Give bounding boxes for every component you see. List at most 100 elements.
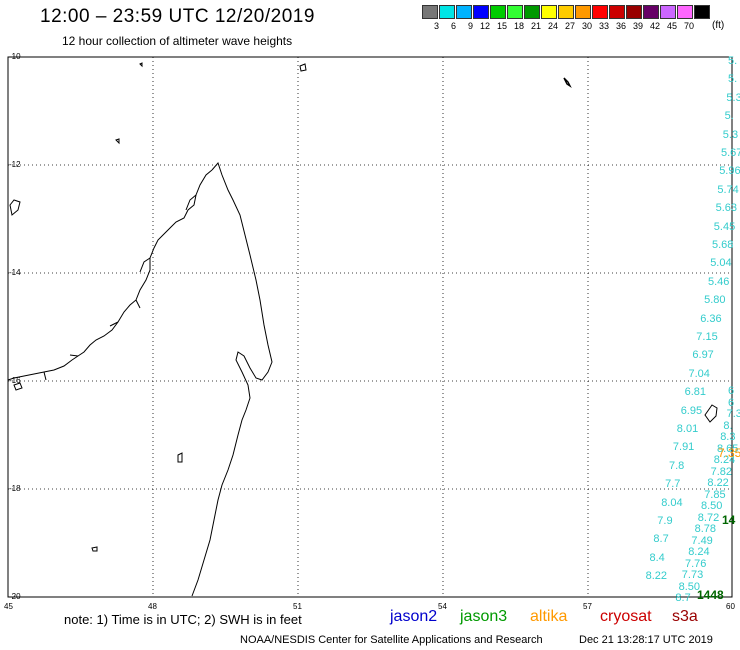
small-islet-d (139, 62, 143, 68)
satellite-jason2: jason2 (390, 608, 438, 625)
legend-swatch (422, 5, 438, 19)
units-note: note: 1) Time is in UTC; 2) SWH is in fe… (64, 612, 302, 627)
legend-label: 12 (479, 21, 490, 31)
wave-height-value: 7.3 (726, 408, 740, 420)
wave-height-value: 8.24 (688, 546, 710, 558)
legend-swatch (643, 5, 659, 19)
legend-swatch (473, 5, 489, 19)
wave-height-legend-labels: 3 6 9 12 15 18 21 24 27 30 33 36 39 42 45 70 (422, 21, 694, 31)
wave-height-value: 5.04 (710, 257, 732, 270)
wave-height-value: 7.49 (691, 534, 713, 547)
legend-label: 9 (467, 21, 473, 31)
reunion-mauritius-islands (704, 404, 718, 423)
wave-height-value: 6.81 (684, 386, 707, 399)
legend-swatch (660, 5, 676, 19)
wave-height-value: 7.73 (681, 569, 704, 581)
legend-label: 45 (666, 21, 677, 31)
lat-label: -16 (9, 376, 21, 385)
map-frame (7, 56, 733, 598)
map-grid (8, 57, 732, 597)
legend-label: 24 (547, 21, 558, 31)
legend-swatch (626, 5, 642, 19)
comoros-islands (9, 199, 23, 391)
legend-swatch (541, 5, 557, 19)
wave-height-value: 7.7 (665, 478, 681, 491)
wave-height-value: 5.45 (713, 220, 736, 233)
legend-swatch (490, 5, 506, 19)
legend-label: 21 (530, 21, 541, 31)
wave-height-value: 8.50 (678, 580, 701, 593)
agalega-island (563, 77, 572, 89)
wave-height-color-legend (422, 5, 711, 19)
wave-height-value: 8.04 (661, 496, 683, 509)
wave-height-value: 7.91 (672, 441, 695, 454)
glorieuses-island (299, 63, 307, 72)
map-subtitle: 12 hour collection of altimeter wave hei… (62, 34, 293, 48)
legend-unit: (ft) (712, 20, 725, 31)
legend-label: 39 (632, 21, 643, 31)
small-islet-a (177, 452, 183, 463)
lat-label: -20 (9, 592, 21, 601)
wave-height-value: 7.04 (688, 367, 710, 380)
wave-height-value: 5.46 (708, 275, 730, 288)
madagascar-coastline (191, 162, 273, 597)
wave-height-value: 8. (723, 419, 733, 432)
wave-height-value: 8.50 (701, 500, 723, 512)
credit-line: NOAA/NESDIS Center for Satellite Applica… (240, 634, 543, 646)
wave-height-value: 6 (728, 396, 735, 409)
altika-value-tag: 7.35 (718, 446, 740, 460)
wave-height-value: 8.22 (645, 570, 668, 583)
satellite-jason3: jason3 (460, 608, 508, 625)
lon-label: 48 (148, 602, 157, 611)
wave-height-value: 6.97 (692, 349, 714, 362)
lon-label: 57 (583, 602, 592, 611)
satellite-altika: altika (530, 608, 568, 625)
wave-height-value: 7.8 (669, 459, 685, 472)
legend-swatch (507, 5, 523, 19)
wave-height-value: 5.63 (715, 202, 738, 215)
legend-swatch (558, 5, 574, 19)
madagascar-west-coast (7, 169, 213, 381)
wave-height-value: 5.3 (726, 91, 740, 104)
wave-height-value: 8.4 (649, 551, 665, 564)
wave-height-value: 7.82 (710, 465, 733, 478)
wave-height-value: 5.3 (722, 128, 739, 141)
wave-height-value: 8.22 (707, 477, 729, 489)
legend-swatch (592, 5, 608, 19)
wave-height-value: 5.96 (719, 165, 740, 178)
wave-height-value: 8.78 (694, 523, 717, 535)
legend-swatch (609, 5, 625, 19)
legend-label: 42 (649, 21, 660, 31)
legend-swatch (677, 5, 693, 19)
lon-label: 45 (4, 602, 13, 611)
wave-height-value: 5. (728, 73, 738, 86)
wave-height-value: 5.68 (712, 239, 734, 251)
lat-label: -18 (9, 484, 21, 493)
lon-label: 51 (293, 602, 302, 611)
legend-label: 18 (513, 21, 524, 31)
legend-label: 15 (496, 21, 507, 31)
wave-height-value: 8.72 (697, 511, 720, 524)
lat-label: -10 (9, 52, 21, 61)
wave-height-value: 5.74 (717, 183, 739, 196)
small-islet-b (91, 546, 98, 552)
wave-height-value: 5.67 (721, 147, 740, 159)
legend-label: 33 (598, 21, 609, 31)
track-time-tag: 1448 (697, 588, 724, 602)
wave-height-value: 7.85 (704, 488, 726, 501)
track-time-tag: 14 (722, 513, 736, 527)
wave-height-value: 6.36 (700, 312, 722, 325)
generated-timestamp: Dec 21 13:28:17 UTC 2019 (579, 634, 713, 646)
wave-height-value: 8.3 (720, 431, 736, 443)
legend-label: 36 (615, 21, 626, 31)
wave-height-value: 5.80 (704, 294, 726, 307)
wave-height-value: 7.15 (696, 331, 718, 343)
satellite-cryosat: cryosat (600, 608, 652, 625)
legend-label: 27 (564, 21, 575, 31)
wave-height-value: 6 (728, 385, 735, 397)
wave-height-value: 5. (728, 55, 738, 67)
wave-height-value: 5. (724, 110, 734, 123)
legend-label: 70 (683, 21, 694, 31)
wave-height-value: 8.65 (717, 442, 739, 455)
